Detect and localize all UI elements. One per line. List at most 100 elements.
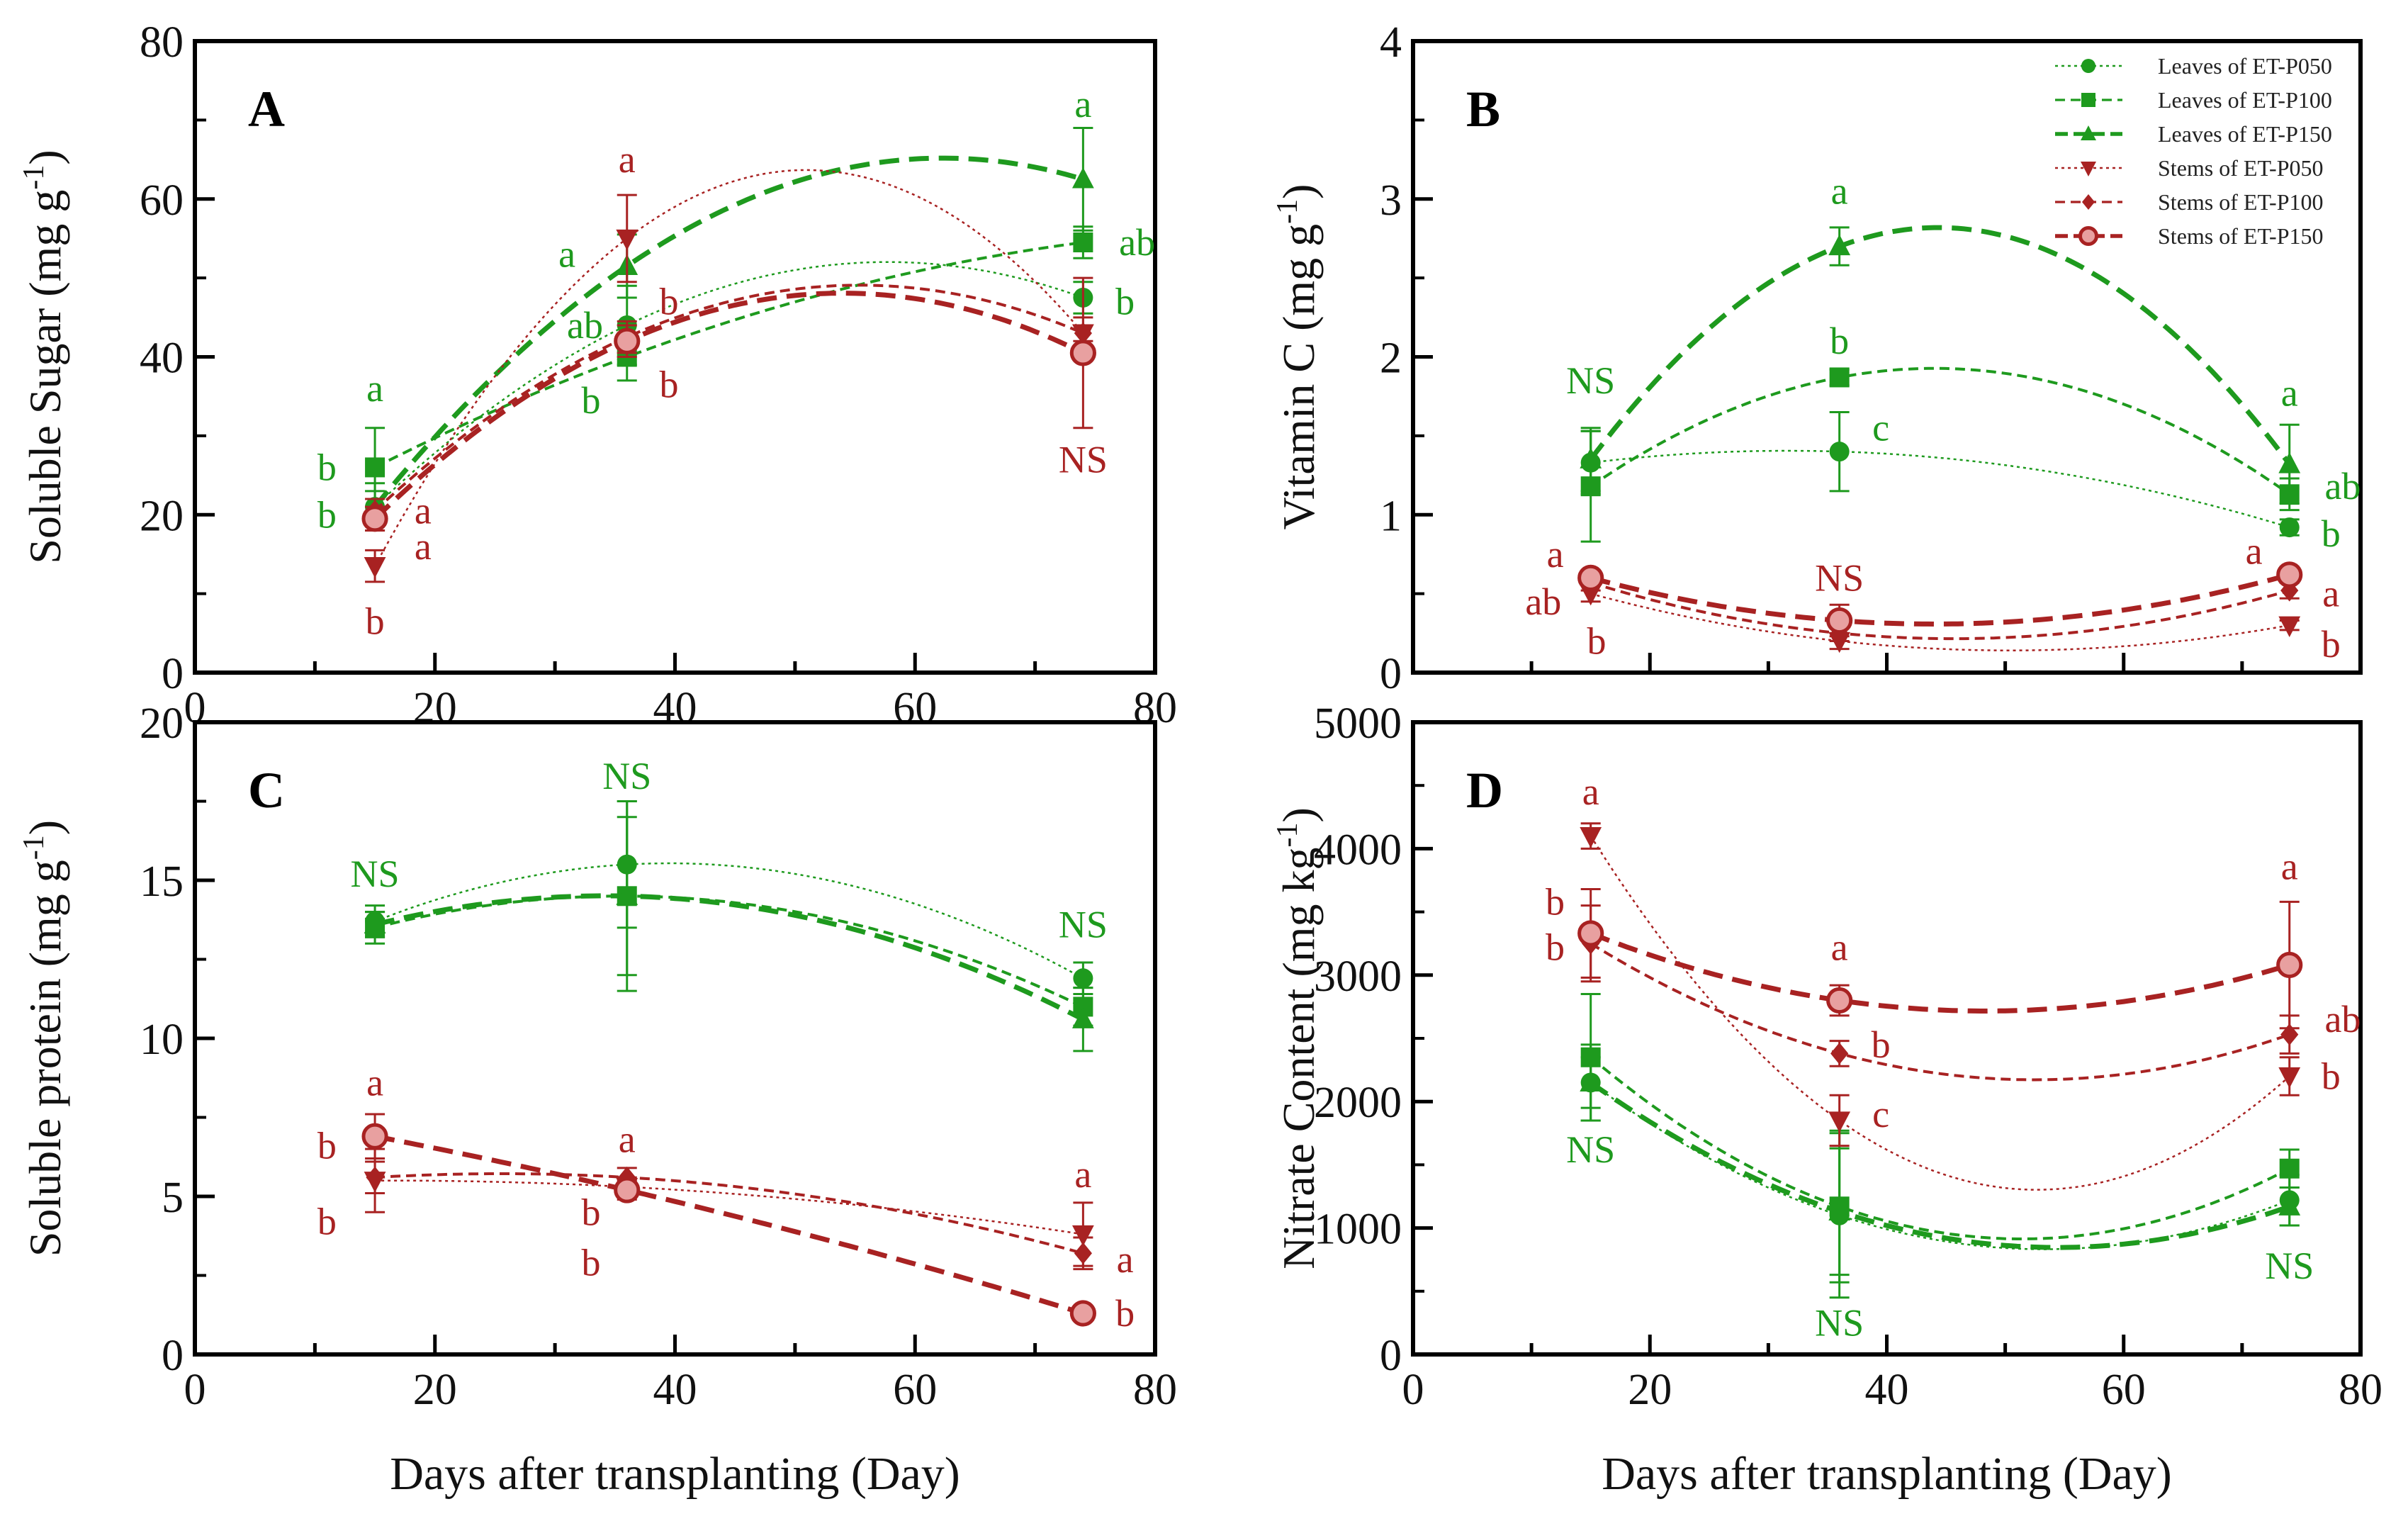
y-tick-label: 4000 (1314, 826, 1402, 874)
y-tick-label: 80 (140, 18, 184, 67)
data-point-marker (1069, 339, 1096, 366)
y-tick-label: 0 (162, 1332, 184, 1380)
data-point-marker (1069, 1300, 1096, 1327)
legend-marker (2082, 194, 2095, 210)
significance-letter: b (1587, 619, 1607, 662)
x-tick-label: 60 (893, 1366, 937, 1414)
significance-letter: a (558, 233, 575, 276)
fit-curve (374, 893, 1084, 1022)
data-point-marker (1580, 826, 1602, 848)
significance-letter: a (619, 1118, 636, 1161)
significance-letter: NS (602, 755, 651, 797)
series-sp050 (364, 169, 1094, 583)
series-lp100 (1580, 993, 2300, 1284)
y-tick-label: 3 (1380, 176, 1402, 225)
y-tick-label: 2 (1380, 335, 1402, 383)
significance-letter: c (1872, 407, 1889, 449)
legend: Leaves of ET-P050 Leaves of ET-P100 Leaves… (2055, 53, 2332, 249)
fit-curve (1589, 1080, 2290, 1250)
fit-curve (375, 1179, 1084, 1235)
fit-curve (373, 291, 1084, 521)
legend-marker (2078, 226, 2098, 246)
y-axis-label-text: Nitrate Content (mg kg (1273, 847, 1324, 1269)
x-tick-label: 80 (1133, 1366, 1177, 1414)
series-sp150 (361, 1113, 1096, 1327)
y-axis-label-end: ) (20, 150, 70, 164)
x-tick-label: 0 (184, 1366, 206, 1414)
fit-curve (373, 155, 1084, 509)
y-axis-label-end: ) (1273, 807, 1324, 822)
data-point-marker (364, 557, 386, 578)
fit-curve (374, 241, 1084, 469)
fit-curve (1590, 835, 2290, 1191)
series-lp050 (1580, 410, 2300, 538)
legend-item-lp150: Leaves of ET-P150 (2055, 121, 2332, 147)
significance-letter: b (660, 281, 679, 323)
x-axis-label: Days after transplanting (Day) (1602, 1448, 2172, 1500)
panel-label: D (1466, 762, 1503, 819)
significance-letter: NS (1566, 1128, 1615, 1171)
significance-letter: a (366, 1061, 383, 1104)
significance-letter: NS (1059, 903, 1108, 945)
legend-item-sp100: Stems of ET-P100 (2055, 189, 2324, 215)
significance-letter: b (2322, 623, 2341, 666)
data-point-marker (1071, 167, 1094, 189)
y-tick-label: 0 (1380, 1332, 1402, 1380)
significance-letter: b (317, 1125, 337, 1167)
panel-label: B (1466, 81, 1500, 137)
series-sp100 (1580, 571, 2300, 644)
data-point-marker (1073, 968, 1093, 989)
data-point-marker (614, 1177, 641, 1203)
x-tick-label: 20 (413, 1366, 457, 1414)
significance-letter: a (1831, 926, 1848, 969)
y-axis-label: Soluble protein (mg g-1) (18, 820, 70, 1257)
fit-curve (374, 1133, 1084, 1316)
y-axis-label-text: Vitamin C (mg g (1273, 224, 1324, 530)
data-point-marker (2278, 1067, 2301, 1089)
legend-label: Stems of ET-P150 (2158, 223, 2324, 249)
legend-label: Stems of ET-P050 (2158, 155, 2324, 181)
fit-curve (374, 862, 1084, 980)
significance-letter: b (317, 1201, 337, 1243)
y-axis-label-superscript: -1 (18, 835, 50, 860)
y-axis-label-end: ) (20, 820, 70, 835)
y-tick-label: 0 (1380, 650, 1402, 698)
legend-marker (2081, 59, 2095, 73)
fit-curve (1590, 449, 2290, 529)
fit-curve (1590, 366, 2290, 495)
panel-label: A (248, 81, 285, 137)
data-point-marker (1829, 442, 1850, 462)
y-axis-label: Nitrate Content (mg kg-1) (1271, 807, 1324, 1269)
plot-frame (193, 720, 1157, 1357)
x-tick-label: 60 (2102, 1366, 2146, 1414)
y-tick-label: 3000 (1314, 953, 1402, 1001)
panel-d: 0 1000 2000 3000 4000 5000 0 20 40 60 80 Nitrate Co… (1271, 700, 2382, 1500)
data-point-marker (1580, 447, 1602, 468)
series-lp050 (365, 800, 1093, 996)
plot-frame (193, 39, 1157, 675)
data-point-marker (1826, 987, 1853, 1014)
series-sp150 (1577, 887, 2303, 1030)
significance-letter: b (1115, 1292, 1135, 1335)
data-point-marker (1828, 1111, 1851, 1133)
data-point-marker (1828, 1199, 1851, 1221)
data-point-marker (2276, 561, 2303, 588)
significance-letter: a (1547, 533, 1564, 576)
significance-letter: a (1582, 770, 1599, 813)
significance-letter: b (317, 493, 337, 536)
significance-letter: a (366, 367, 383, 410)
x-tick-label: 20 (413, 684, 457, 732)
y-tick-label: 1000 (1314, 1206, 1402, 1254)
series-lp150 (1580, 1056, 2301, 1276)
significance-letter: c (1872, 1093, 1889, 1135)
y-tick-label: 2000 (1314, 1079, 1402, 1127)
data-point-marker (1830, 1043, 1849, 1065)
significance-letter: ab (2324, 465, 2361, 507)
y-axis-label-text: Soluble Sugar (mg g (20, 190, 70, 564)
data-point-marker (2278, 452, 2301, 473)
data-point-marker (2279, 517, 2300, 538)
data-point-marker (2279, 1158, 2300, 1179)
significance-letter: b (581, 1191, 600, 1233)
